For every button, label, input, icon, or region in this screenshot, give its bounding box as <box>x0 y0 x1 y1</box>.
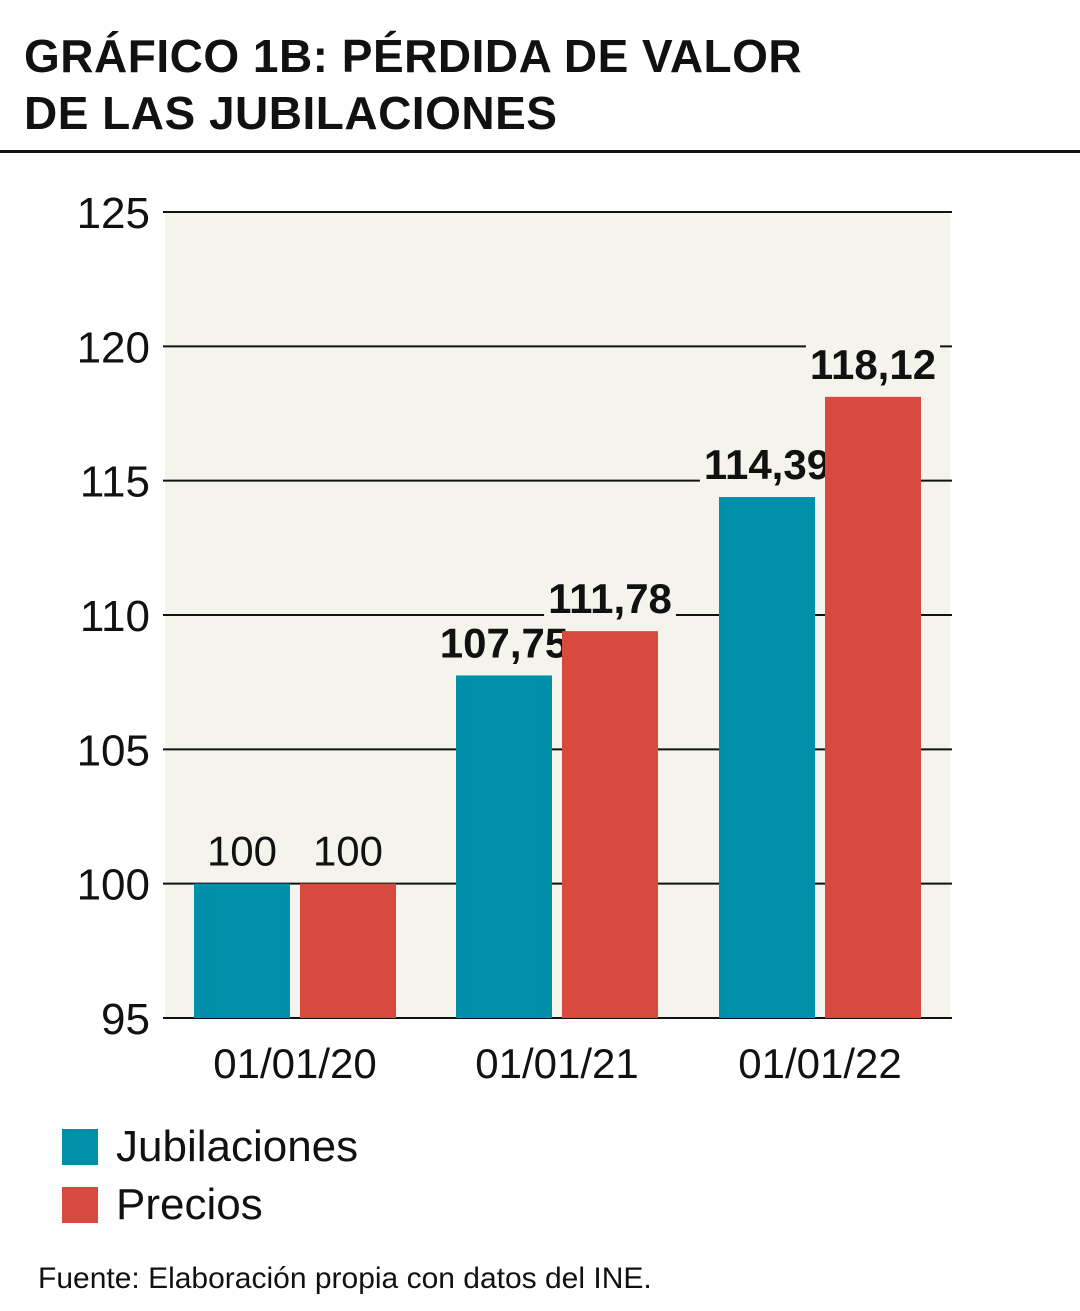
legend-item-jubilaciones: Jubilaciones <box>62 1118 358 1176</box>
bar-precios-3 <box>825 396 921 1018</box>
data-label-precios-2: 111,78 <box>548 575 672 622</box>
title-divider <box>0 150 1080 153</box>
legend-label-precios: Precios <box>116 1180 263 1229</box>
data-label-jubilaciones-2: 107,75 <box>440 619 568 666</box>
y-tick-label-115: 115 <box>80 458 150 507</box>
source-note: Fuente: Elaboración propia con datos del… <box>38 1262 652 1295</box>
data-label-precios-1: 100 <box>313 828 383 875</box>
chart-title-line-1: GRÁFICO 1B: PÉRDIDA DE VALOR <box>24 30 803 82</box>
x-tick-label-2: 01/01/21 <box>475 1040 639 1087</box>
chart-title-line-2: DE LAS JUBILACIONES <box>24 87 558 139</box>
x-tick-label-1: 01/01/20 <box>213 1040 377 1087</box>
bar-jubilaciones-3 <box>719 497 815 1019</box>
data-label-jubilaciones-1: 100 <box>207 828 277 875</box>
bar-precios-1 <box>300 883 396 1018</box>
legend-label-jubilaciones: Jubilaciones <box>116 1122 359 1171</box>
data-label-jubilaciones-3: 114,39 <box>704 441 830 488</box>
bar-precios-2 <box>562 631 658 1018</box>
x-tick-label-3: 01/01/22 <box>738 1040 902 1087</box>
data-label-background <box>435 619 573 667</box>
data-label-background <box>805 340 941 388</box>
data-label-background <box>699 441 835 489</box>
legend-item-precios: Precios <box>62 1176 358 1234</box>
chart-title: GRÁFICO 1B: PÉRDIDA DE VALOR DE LAS JUBI… <box>24 28 802 142</box>
y-tick-label-100: 100 <box>77 861 150 910</box>
legend-swatch-jubilaciones <box>62 1129 98 1165</box>
y-tick-label-105: 105 <box>77 726 150 775</box>
bar-jubilaciones-2 <box>456 675 552 1018</box>
y-tick-label-110: 110 <box>80 592 150 641</box>
bar-jubilaciones-1 <box>194 883 290 1018</box>
y-tick-label-120: 120 <box>77 323 150 372</box>
data-label-background <box>308 827 388 875</box>
legend-swatch-precios <box>62 1187 98 1223</box>
y-tick-label-95: 95 <box>101 995 150 1044</box>
data-label-background <box>202 827 282 875</box>
data-label-background <box>544 575 676 623</box>
y-tick-label-125: 125 <box>77 189 150 238</box>
data-label-precios-3: 118,12 <box>810 341 936 388</box>
bar-chart: 95 100 105 110 115 120 125 100 100 01/01/20 107,75… <box>77 189 952 1087</box>
legend: Jubilaciones Precios <box>62 1118 358 1234</box>
